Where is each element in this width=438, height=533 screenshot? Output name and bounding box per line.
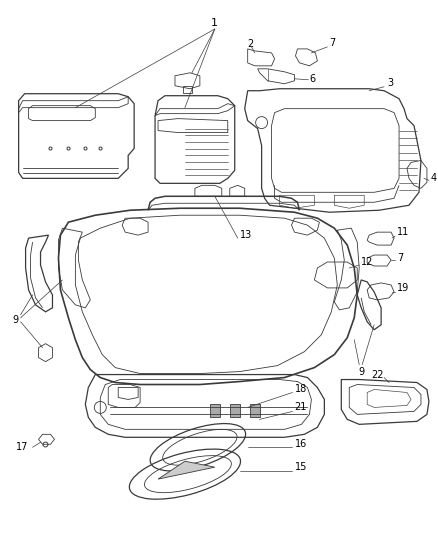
Text: 16: 16	[294, 439, 307, 449]
Text: 22: 22	[371, 369, 383, 379]
Polygon shape	[230, 405, 240, 417]
Text: 11: 11	[397, 227, 409, 237]
Text: 7: 7	[397, 253, 403, 263]
Text: 7: 7	[329, 38, 336, 48]
Text: 21: 21	[294, 402, 307, 413]
Text: 18: 18	[294, 384, 307, 394]
Text: 3: 3	[387, 78, 393, 88]
Text: 17: 17	[16, 442, 28, 453]
Polygon shape	[158, 461, 215, 479]
Text: 12: 12	[361, 257, 374, 267]
Polygon shape	[250, 405, 260, 417]
Text: 4: 4	[431, 173, 437, 183]
Text: 15: 15	[294, 462, 307, 472]
Text: 9: 9	[358, 367, 364, 377]
Text: 6: 6	[309, 74, 315, 84]
Text: 1: 1	[211, 18, 218, 28]
Text: 9: 9	[13, 315, 19, 325]
Text: 19: 19	[397, 283, 409, 293]
Text: 2: 2	[247, 39, 254, 49]
Text: 13: 13	[240, 230, 252, 240]
Polygon shape	[210, 405, 220, 417]
